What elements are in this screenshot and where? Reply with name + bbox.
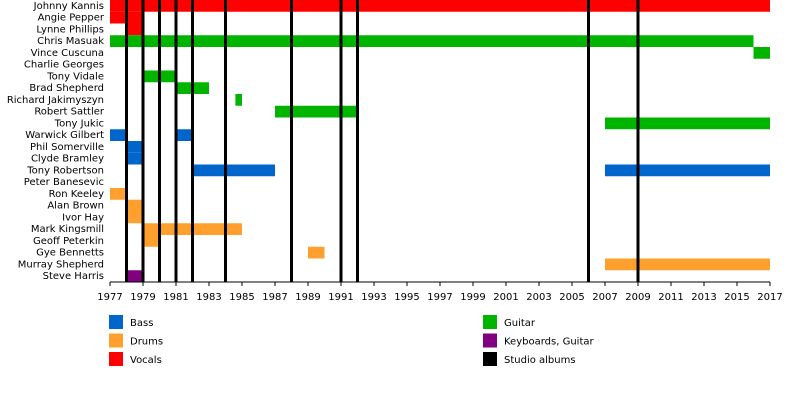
member-label: Vince Cuscuna: [31, 48, 104, 59]
member-label: Mark Kingsmill: [31, 224, 104, 235]
x-tick-label: 1985: [229, 292, 254, 303]
bar: [235, 94, 242, 106]
bar: [605, 164, 770, 177]
legend-swatch: [109, 315, 123, 329]
legend-label: Vocals: [130, 355, 162, 366]
x-tick-label: 2005: [559, 292, 584, 303]
bar: [126, 211, 143, 224]
x-tick-label: 2017: [757, 292, 782, 303]
bar: [126, 141, 143, 153]
bar: [126, 23, 143, 36]
bar: [110, 188, 127, 200]
member-label: Tony Vidale: [46, 71, 104, 82]
bar: [176, 129, 193, 141]
member-label: Tony Robertson: [26, 165, 104, 176]
member-label: Ron Keeley: [49, 189, 104, 200]
member-label: Chris Masuak: [37, 36, 104, 47]
member-label: Clyde Bramley: [31, 154, 104, 165]
x-tick-label: 2013: [691, 292, 716, 303]
bar: [275, 105, 358, 118]
bar: [605, 117, 770, 130]
bar: [753, 47, 770, 59]
x-tick-label: 1979: [130, 292, 155, 303]
member-label: Ivor Hay: [62, 212, 104, 223]
legend-label: Studio albums: [504, 355, 576, 366]
x-tick-label: 2001: [493, 292, 518, 303]
legend-label: Bass: [130, 318, 153, 329]
member-label: Gye Bennetts: [36, 248, 104, 259]
member-label: Robert Sattler: [34, 107, 105, 118]
legend-label: Drums: [130, 337, 163, 348]
member-label: Richard Jakimyszyn: [7, 95, 104, 106]
member-label: Alan Brown: [47, 201, 104, 212]
bar: [126, 199, 143, 212]
member-label: Peter Banesevic: [24, 177, 104, 188]
legend-label: Keyboards, Guitar: [504, 337, 594, 348]
bar: [605, 258, 770, 271]
legend-swatch: [483, 333, 497, 348]
legend-swatch: [483, 352, 497, 366]
member-label: Warwick Gilbert: [25, 130, 104, 141]
bar: [126, 152, 143, 165]
x-tick-label: 2009: [625, 292, 650, 303]
member-label: Johnny Kannis: [33, 1, 104, 12]
x-tick-label: 1993: [361, 292, 386, 303]
x-tick-label: 2003: [526, 292, 551, 303]
x-tick-label: 2011: [658, 292, 683, 303]
legend-swatch: [109, 333, 123, 348]
x-tick-label: 1995: [394, 292, 419, 303]
x-tick-label: 1977: [97, 292, 122, 303]
member-label: Angie Pepper: [38, 13, 105, 24]
bar: [126, 270, 143, 282]
member-label: Charlie Georges: [24, 60, 104, 71]
member-label: Brad Shepherd: [29, 83, 104, 94]
x-tick-label: 2015: [724, 292, 749, 303]
x-tick-label: 1983: [196, 292, 221, 303]
x-tick-label: 1991: [328, 292, 353, 303]
bar: [110, 35, 754, 47]
member-label: Geoff Peterkin: [33, 236, 104, 247]
bar: [192, 164, 275, 177]
x-tick-label: 2007: [592, 292, 617, 303]
member-label: Steve Harris: [43, 271, 104, 282]
bar: [308, 246, 325, 259]
member-label: Murray Shepherd: [18, 259, 104, 270]
x-tick-label: 1997: [427, 292, 452, 303]
x-tick-label: 1981: [163, 292, 188, 303]
bar: [110, 0, 770, 12]
legend-swatch: [483, 315, 497, 329]
member-label: Lynne Phillips: [36, 24, 104, 35]
legend-swatch: [109, 352, 123, 366]
bar: [110, 129, 127, 141]
x-tick-label: 1989: [295, 292, 320, 303]
legend-label: Guitar: [504, 318, 536, 329]
member-label: Tony Jukic: [54, 118, 104, 129]
x-tick-label: 1999: [460, 292, 485, 303]
bar: [143, 235, 160, 247]
x-tick-label: 1987: [262, 292, 287, 303]
member-label: Phil Somerville: [30, 142, 104, 153]
